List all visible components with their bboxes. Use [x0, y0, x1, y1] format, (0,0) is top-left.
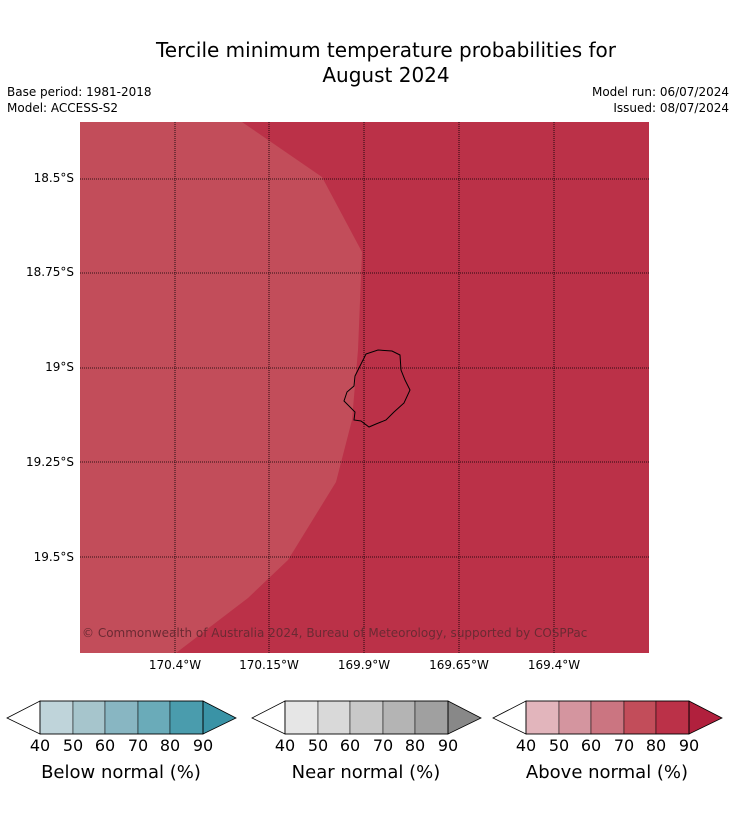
- title-line-2: August 2024: [322, 63, 450, 87]
- tick-label: 80: [645, 736, 667, 755]
- gridlines: [80, 122, 649, 653]
- above-normal-label: Above normal (%): [525, 762, 689, 783]
- meta-right: Model run: 06/07/2024 Issued: 08/07/2024: [592, 84, 729, 116]
- tick-label: 80: [404, 736, 426, 755]
- model-name: Model: ACCESS-S2: [7, 101, 119, 115]
- map-fill-70-80: [80, 122, 362, 653]
- colorbar-frame: [525, 700, 690, 735]
- below-normal-label: Below normal (%): [41, 762, 201, 783]
- colorbar-segment: [169, 700, 204, 735]
- tick-label: 50: [307, 736, 329, 755]
- colorbar-extend-min: [492, 700, 527, 735]
- copyright-notice: © Commonwealth of Australia 2024, Bureau…: [82, 626, 588, 640]
- tick-label: 40: [29, 736, 51, 755]
- colorbar-extend-min: [6, 700, 41, 735]
- tick-label: 50: [548, 736, 570, 755]
- lat-label-1: 18.5°S: [33, 171, 74, 185]
- meta-left: Base period: 1981-2018 Model: ACCESS-S2: [7, 84, 152, 116]
- colorbar-segment: [72, 700, 106, 735]
- colorbar-segment: [414, 700, 449, 735]
- tick-label: 40: [515, 736, 537, 755]
- lon-label-2: 170.15°W: [239, 658, 299, 672]
- colorbar-segment: [137, 700, 171, 735]
- colorbar-extend-max: [202, 700, 237, 735]
- colorbar-segment: [590, 700, 625, 735]
- below-normal-colorbar: [6, 700, 237, 735]
- colorbar-frame: [39, 700, 204, 735]
- colorbar-segment: [39, 700, 74, 735]
- island-outline: [343, 349, 411, 428]
- tick-label: 60: [94, 736, 116, 755]
- tick-label: 60: [339, 736, 361, 755]
- lat-label-5: 19.5°S: [33, 550, 74, 564]
- lon-label-3: 169.9°W: [337, 658, 391, 672]
- colorbar-extend-max: [447, 700, 482, 735]
- tick-label: 70: [372, 736, 394, 755]
- colorbar-segment: [525, 700, 560, 735]
- lon-label-5: 169.4°W: [527, 658, 581, 672]
- colorbar-segment: [284, 700, 319, 735]
- lon-label-4: 169.65°W: [429, 658, 489, 672]
- colorbar-segment: [382, 700, 416, 735]
- issued-date: Issued: 08/07/2024: [613, 101, 729, 115]
- colorbar-frame: [284, 700, 449, 735]
- tick-label: 40: [274, 736, 296, 755]
- tick-label: 90: [192, 736, 214, 755]
- colorbar-segment: [558, 700, 592, 735]
- tick-label: 80: [159, 736, 181, 755]
- tick-label: 90: [678, 736, 700, 755]
- colorbar-segment: [655, 700, 690, 735]
- lat-label-3: 19°S: [45, 360, 74, 374]
- near-normal-colorbar: [251, 700, 482, 735]
- model-run: Model run: 06/07/2024: [591, 85, 729, 99]
- chart-title: Tercile minimum temperature probabilitie…: [0, 38, 736, 88]
- colorbar-extend-max: [688, 700, 723, 735]
- lon-label-1: 170.4°W: [148, 658, 202, 672]
- colorbar-segment: [317, 700, 351, 735]
- colorbar-segment: [623, 700, 657, 735]
- title-line-1: Tercile minimum temperature probabilitie…: [155, 38, 617, 62]
- tick-label: 70: [127, 736, 149, 755]
- colorbar-extend-min: [251, 700, 286, 735]
- lat-label-4: 19.25°S: [26, 455, 74, 469]
- near-normal-label: Near normal (%): [291, 762, 441, 783]
- tick-label: 90: [437, 736, 459, 755]
- above-normal-colorbar: [492, 700, 723, 735]
- tick-label: 50: [62, 736, 84, 755]
- base-period: Base period: 1981-2018: [7, 85, 152, 99]
- lat-label-2: 18.75°S: [26, 265, 74, 279]
- colorbar-segment: [349, 700, 384, 735]
- colorbar-segment: [104, 700, 139, 735]
- tick-label: 60: [580, 736, 602, 755]
- tick-label: 70: [613, 736, 635, 755]
